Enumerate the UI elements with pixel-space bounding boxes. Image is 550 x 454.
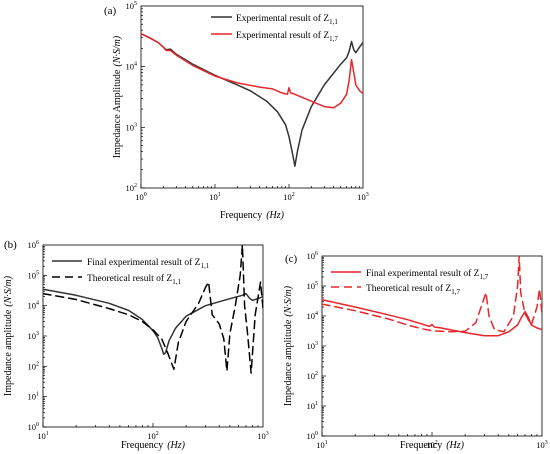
- x-tick-label-b: 103: [257, 431, 269, 441]
- legend-label-b-0: Final experimental result of Z1,1: [87, 257, 210, 270]
- y-tick-label-c: 106: [307, 251, 319, 261]
- legend-sub-b-1: 1,1: [172, 278, 181, 286]
- y-tick-label-a: 102: [126, 183, 138, 193]
- y-tick-label-c: 101: [307, 401, 319, 411]
- legend-label-c-1: Theoretical result of Z1,7: [366, 283, 460, 296]
- x-tick-label-a: 100: [135, 192, 147, 202]
- plot-frame-c: [321, 255, 543, 437]
- series-line-c-1: [322, 256, 542, 333]
- y-axis-title-a: Impedance Amplitude: [112, 69, 123, 158]
- series-layer-a: [141, 32, 363, 167]
- x-axis-label-c: Frequency (Hz): [400, 440, 465, 451]
- legend-label-a-1: Experimental result of Z1,7: [236, 30, 338, 43]
- y-axis-unit-a: (N·S/m): [112, 35, 123, 67]
- panel-a: (a) 100 101 102 103 102 103 104 105 Experimenta…: [104, 1, 369, 221]
- y-tick-label-c: 103: [307, 341, 319, 351]
- axis-ticks-a: 100 101 102 103 102 103 104 105: [126, 1, 369, 202]
- x-axis-unit-b: (Hz): [167, 440, 185, 451]
- legend-sub-b-0: 1,1: [200, 262, 209, 270]
- y-tick-label-b: 103: [28, 331, 40, 341]
- y-axis-label-a: Impedance Amplitude (N·S/m): [112, 35, 123, 158]
- plot-frame-a: [140, 5, 364, 189]
- series-line-a-0: [141, 32, 363, 167]
- y-tick-label-a: 105: [126, 1, 138, 11]
- series-line-b-0: [43, 288, 263, 356]
- series-line-c-0: [322, 298, 542, 337]
- x-tick-label-b: 101: [37, 431, 49, 441]
- y-tick-label-b: 100: [28, 422, 40, 432]
- y-tick-label-b: 105: [28, 270, 40, 280]
- series-line-b-1: [43, 245, 263, 374]
- x-axis-unit-c: (Hz): [446, 440, 464, 451]
- x-tick-label-a: 103: [357, 192, 369, 202]
- y-tick-label-b: 101: [28, 392, 40, 402]
- y-tick-label-c: 102: [307, 371, 319, 381]
- legend-label-b-1: Theoretical result of Z1,1: [87, 273, 181, 286]
- panel-label-a: (a): [104, 5, 117, 17]
- x-tick-label-c: 102: [426, 440, 438, 450]
- series-layer-c: [322, 256, 542, 337]
- legend-label-a-0: Experimental result of Z1,1: [236, 13, 338, 26]
- legend-sub-a-1: 1,7: [329, 35, 338, 43]
- x-axis-title-c: Frequency: [400, 440, 442, 451]
- legend-text-b-0: Final experimental result of Z: [87, 257, 201, 268]
- legend-b: Final experimental result of Z1,1 Theore…: [52, 257, 210, 286]
- series-layer-b: [43, 245, 263, 374]
- panel-label-b: (b): [4, 239, 17, 251]
- x-axis-title-b: Frequency: [121, 440, 163, 451]
- y-axis-label-c: Impedance amplitude (N·S/m): [283, 285, 294, 406]
- legend-text-a-1: Experimental result of Z: [236, 30, 329, 41]
- legend-text-c-1: Theoretical result of Z: [366, 283, 451, 294]
- y-axis-title-c: Impedance amplitude: [283, 319, 294, 406]
- legend-text-c-0: Final experimental result of Z: [366, 268, 480, 279]
- x-tick-label-a: 102: [283, 192, 295, 202]
- x-tick-label-c: 101: [316, 440, 328, 450]
- x-axis-unit-a: (Hz): [266, 210, 284, 221]
- x-axis-title-a: Frequency: [220, 210, 262, 221]
- y-axis-label-b: Impedance amplitude (N·S/m): [3, 275, 14, 396]
- legend-text-a-0: Experimental result of Z: [236, 13, 329, 24]
- y-tick-label-a: 103: [126, 122, 138, 132]
- y-tick-label-c: 100: [307, 431, 319, 441]
- y-tick-label-c: 105: [307, 281, 319, 291]
- x-tick-label-c: 103: [536, 440, 548, 450]
- x-tick-label-a: 101: [209, 192, 221, 202]
- panel-label-c: (c): [285, 253, 298, 265]
- y-tick-label-b: 102: [28, 361, 40, 371]
- legend-sub-c-0: 1,7: [479, 273, 488, 281]
- legend-text-b-1: Theoretical result of Z: [87, 273, 172, 284]
- legend-c: Final experimental result of Z1,7 Theore…: [331, 268, 489, 296]
- legend-label-c-0: Final experimental result of Z1,7: [366, 268, 489, 281]
- y-axis-unit-c: (N·S/m): [283, 285, 294, 317]
- legend-a: Experimental result of Z1,1 Experimental…: [211, 13, 338, 43]
- y-tick-label-b: 106: [28, 240, 40, 250]
- legend-sub-c-1: 1,7: [451, 288, 460, 296]
- x-axis-label-a: Frequency (Hz): [220, 210, 285, 221]
- y-tick-label-b: 104: [28, 301, 40, 311]
- x-tick-label-b: 102: [147, 431, 159, 441]
- series-line-a-1: [141, 32, 363, 109]
- legend-sub-a-0: 1,1: [329, 18, 338, 26]
- y-axis-unit-b: (N·S/m): [3, 275, 14, 307]
- y-tick-label-a: 104: [126, 62, 138, 72]
- y-axis-title-b: Impedance amplitude: [3, 309, 14, 396]
- x-axis-label-b: Frequency (Hz): [121, 440, 186, 451]
- y-tick-label-c: 104: [307, 311, 319, 321]
